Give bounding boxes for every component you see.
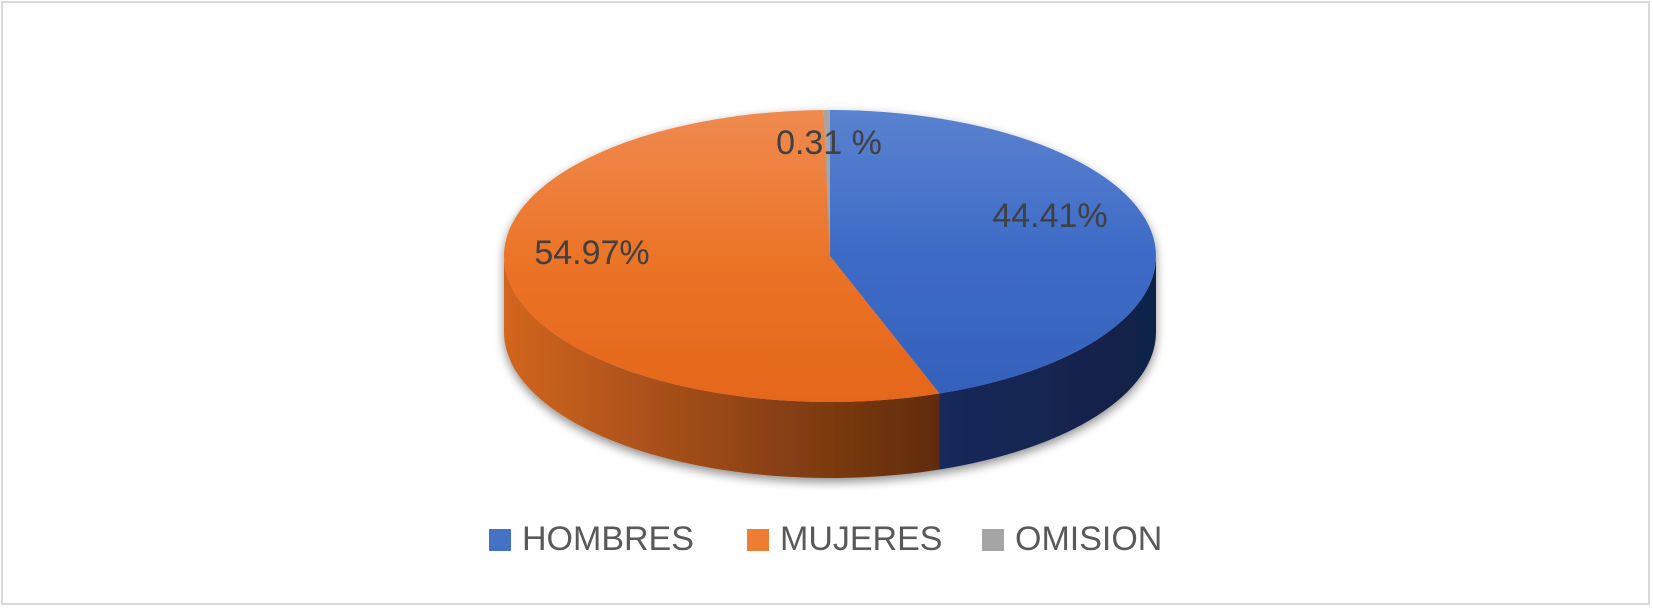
pie-slice-hombres <box>830 110 1157 394</box>
legend-label-omision: OMISION <box>1015 520 1162 558</box>
legend-swatch-omision <box>982 529 1004 551</box>
legend-item-mujeres: MUJERES <box>747 520 942 558</box>
data-label-mujeres: 54.97% <box>534 234 649 272</box>
pie-slice-omision <box>823 110 830 256</box>
pie-slice-mujeres <box>503 110 940 403</box>
pie-side-hombres <box>939 256 1156 470</box>
legend-label-hombres: HOMBRES <box>522 520 694 558</box>
legend-swatch-mujeres <box>747 529 769 551</box>
data-label-hombres: 44.41% <box>992 197 1107 235</box>
legend-swatch-hombres <box>489 529 511 551</box>
legend-label-mujeres: MUJERES <box>780 520 942 558</box>
data-label-omision: 0.31 % <box>776 124 882 162</box>
pie-side-mujeres <box>504 256 940 478</box>
legend-item-omision: OMISION <box>982 520 1162 558</box>
legend-item-hombres: HOMBRES <box>489 520 694 558</box>
